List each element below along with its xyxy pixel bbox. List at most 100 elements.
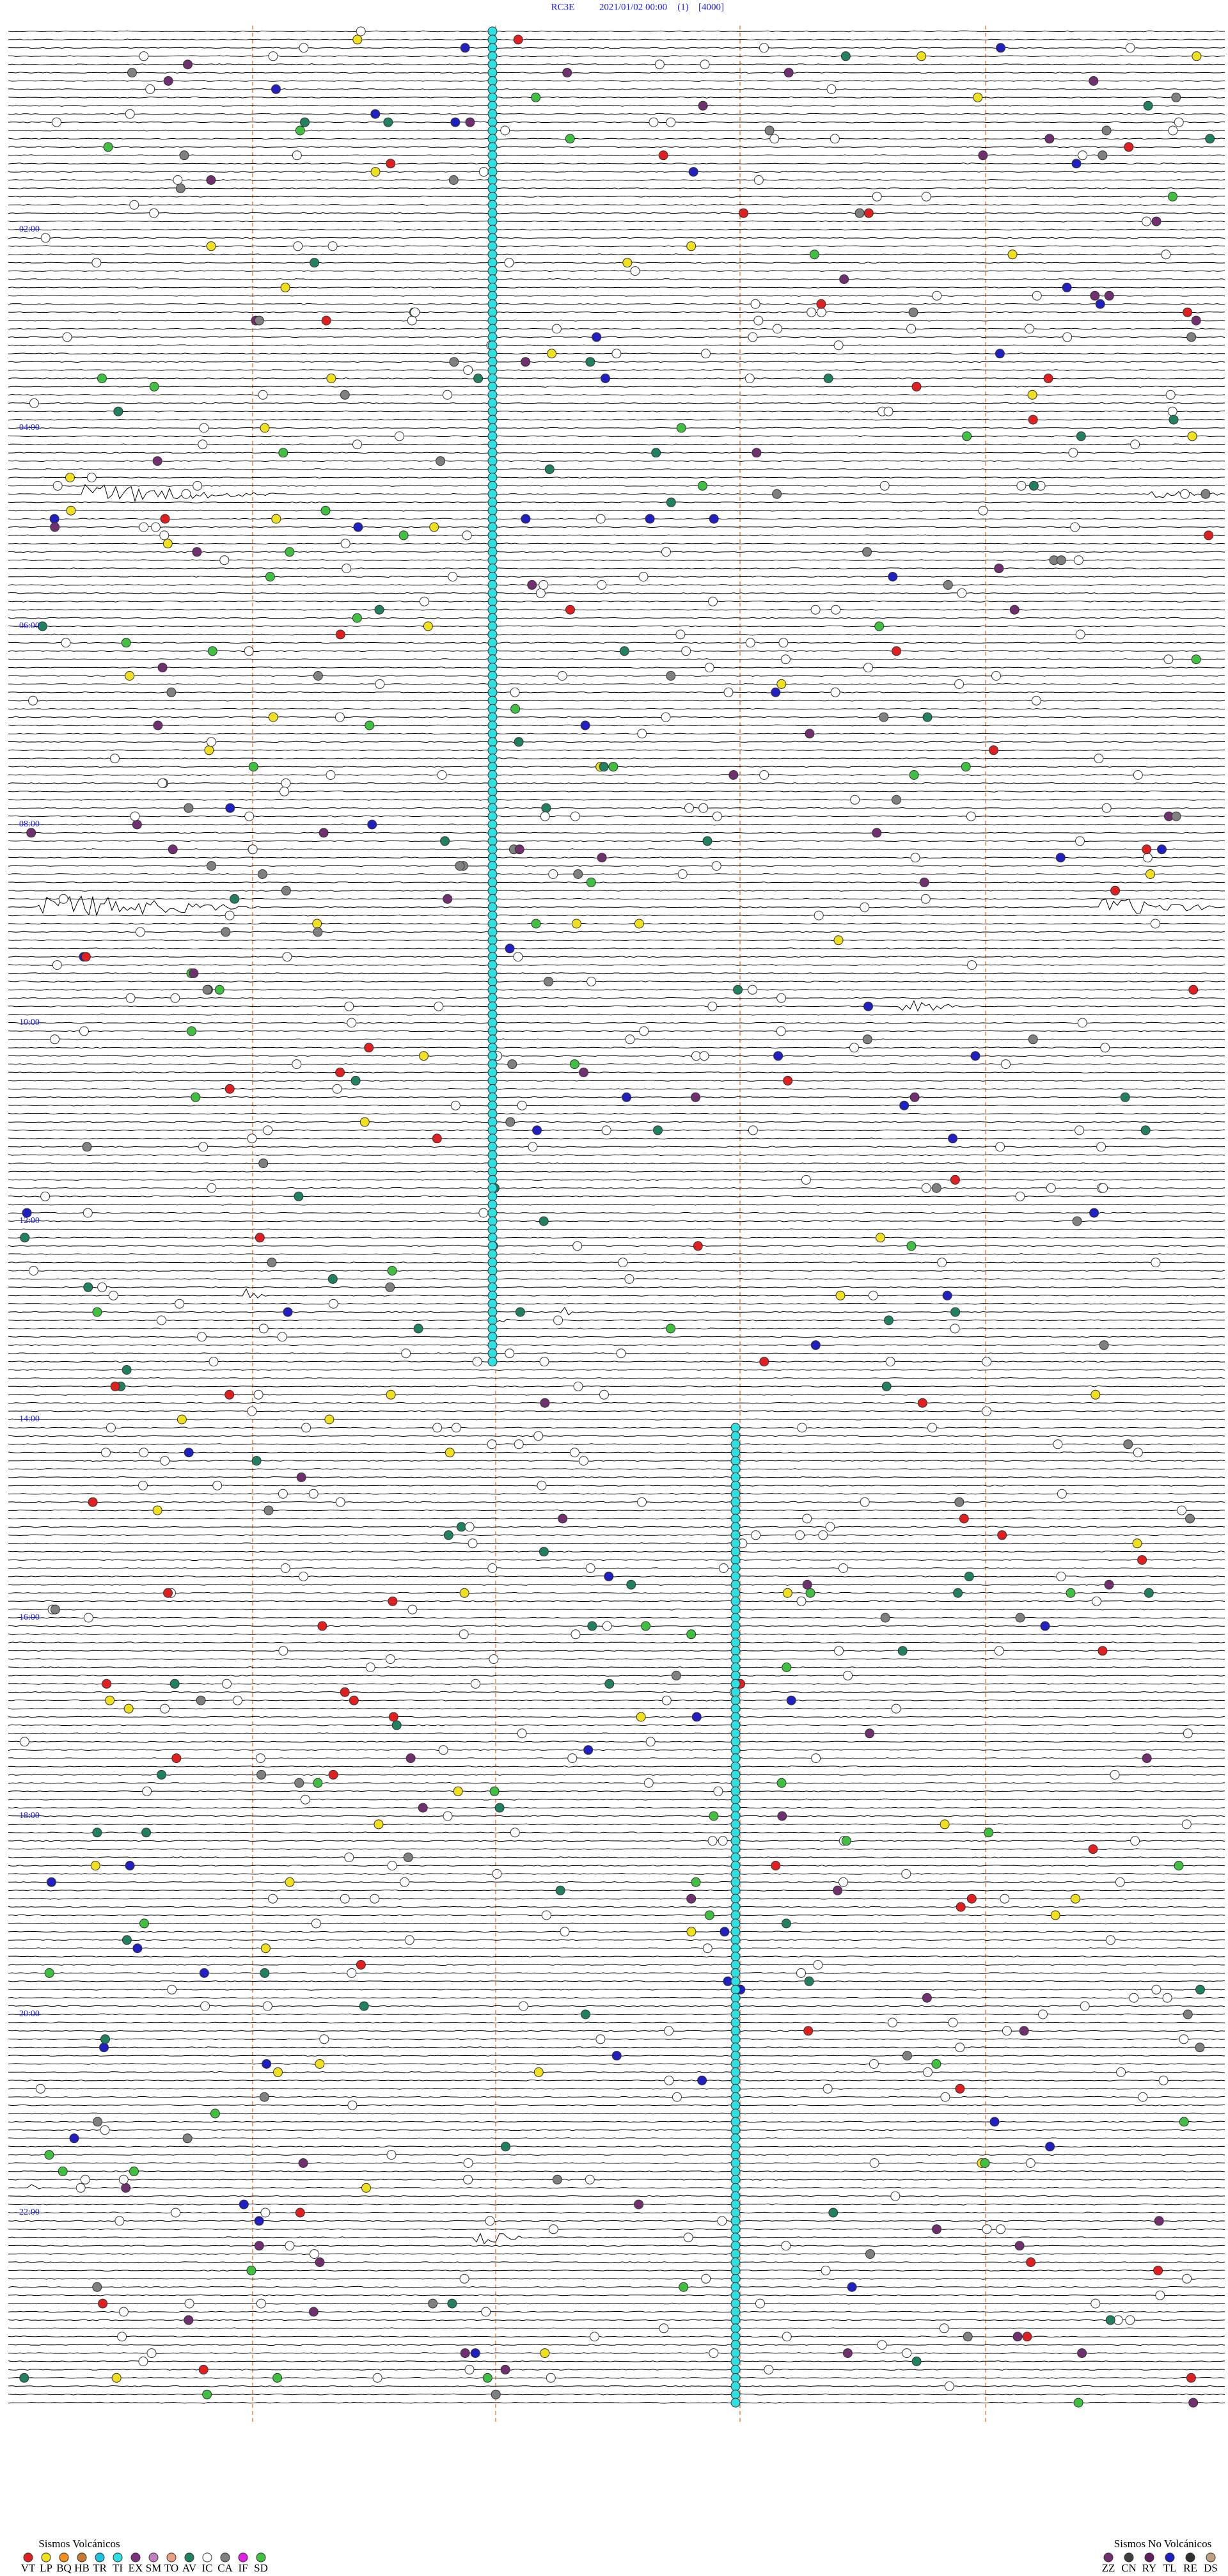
event-marker — [570, 1448, 579, 1458]
event-marker — [730, 1712, 741, 1722]
event-marker — [730, 1579, 741, 1590]
trace — [8, 724, 1225, 727]
trace — [8, 1245, 1225, 1247]
trace — [8, 1691, 1225, 1693]
event-marker — [533, 2067, 544, 2077]
event-marker — [487, 1199, 498, 1210]
event-marker — [388, 1712, 398, 1722]
event-marker — [507, 1059, 517, 1070]
trace — [8, 873, 1225, 876]
event-marker — [595, 514, 606, 524]
event-marker — [93, 2117, 103, 2127]
event-marker — [388, 1596, 398, 1606]
trace — [8, 1261, 1225, 1264]
trace — [8, 2154, 1225, 2156]
event-marker — [730, 2249, 741, 2259]
event-marker — [730, 2224, 741, 2234]
trace — [8, 1798, 1225, 1801]
legend-label: TL — [1163, 2562, 1177, 2574]
event-marker — [955, 2083, 965, 2094]
event-marker — [173, 175, 183, 185]
event-marker — [872, 191, 882, 201]
event-marker — [340, 390, 350, 400]
event-marker — [922, 712, 933, 722]
event-marker — [730, 2389, 741, 2399]
event-marker — [539, 580, 549, 590]
trace — [8, 675, 1225, 677]
event-marker — [772, 324, 782, 334]
event-marker — [487, 142, 498, 152]
event-marker — [906, 1241, 917, 1251]
event-marker — [950, 1324, 960, 1334]
trace — [8, 1872, 1225, 1875]
trace — [8, 1195, 1225, 1197]
event-marker — [879, 480, 890, 491]
event-marker — [183, 59, 193, 70]
event-marker — [487, 1059, 498, 1070]
trace — [8, 393, 1225, 396]
event-marker — [931, 2059, 941, 2069]
event-marker — [953, 1588, 963, 1598]
trace — [8, 1757, 1225, 1760]
event-marker — [552, 2174, 562, 2185]
event-marker — [487, 208, 498, 218]
event-marker — [659, 2323, 669, 2334]
trace — [8, 1600, 1225, 1602]
event-marker — [709, 1811, 719, 1821]
event-marker — [818, 1530, 828, 1540]
event-marker — [730, 1737, 741, 1747]
trace — [8, 1592, 1225, 1594]
event-marker — [730, 2108, 741, 2119]
event-marker — [780, 654, 791, 665]
event-marker — [618, 1258, 628, 1268]
trace — [8, 443, 1225, 446]
event-marker — [730, 2092, 741, 2102]
event-marker — [271, 514, 281, 524]
event-marker — [487, 844, 498, 855]
trace — [8, 501, 1225, 503]
event-marker — [1099, 1340, 1109, 1350]
event-marker — [782, 1663, 792, 1672]
trace — [8, 253, 1225, 256]
event-marker — [565, 134, 575, 144]
trace — [8, 1840, 1225, 1842]
event-marker — [44, 2150, 54, 2160]
event-marker — [256, 1769, 267, 1780]
event-marker — [730, 1935, 741, 1945]
event-marker — [487, 1018, 498, 1028]
event-marker — [1192, 51, 1202, 61]
event-marker — [58, 2166, 68, 2176]
event-marker — [281, 885, 291, 896]
event-marker — [262, 2059, 272, 2069]
trace — [8, 1914, 1225, 1916]
event-marker — [1188, 984, 1199, 995]
trace — [8, 1823, 1225, 1826]
event-marker — [149, 381, 159, 391]
event-marker — [505, 944, 515, 954]
event-marker — [1031, 695, 1041, 706]
event-marker — [1090, 2298, 1101, 2309]
trace — [8, 1782, 1225, 1784]
event-marker — [730, 2166, 741, 2176]
event-marker — [753, 175, 764, 185]
event-marker — [487, 1084, 498, 1094]
legend-swatch — [41, 2552, 51, 2563]
event-marker — [579, 1456, 588, 1466]
event-marker — [880, 1613, 890, 1623]
event-marker — [385, 1282, 395, 1292]
trace — [8, 2030, 1225, 2032]
trace — [8, 832, 1225, 834]
event-marker — [332, 1084, 342, 1094]
event-marker — [487, 266, 498, 276]
event-marker — [730, 1885, 741, 1895]
event-marker — [157, 1315, 166, 1325]
event-marker — [487, 390, 498, 400]
event-marker — [730, 2208, 741, 2218]
event-marker — [443, 390, 452, 400]
event-marker — [730, 2067, 741, 2077]
event-marker — [1053, 1439, 1063, 1450]
trace — [8, 807, 1225, 809]
event-marker — [500, 2364, 510, 2375]
event-marker — [676, 423, 686, 433]
event-marker — [1077, 2348, 1087, 2359]
